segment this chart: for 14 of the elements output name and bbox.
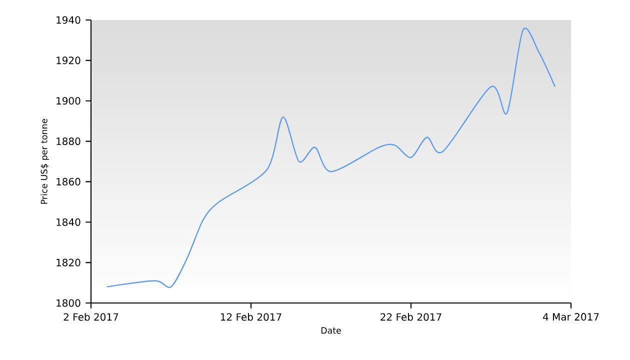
y-tick-label: 1800 <box>56 299 80 307</box>
y-tick-label: 1860 <box>56 178 80 186</box>
y-tick-label: 1840 <box>56 218 80 226</box>
y-tick-label: 1820 <box>56 258 80 266</box>
x-tick-label: 12 Feb 2017 <box>220 313 282 321</box>
y-tick-label: 1920 <box>56 56 80 64</box>
x-tick-label: 2 Feb 2017 <box>64 313 118 321</box>
x-tick-label: 22 Feb 2017 <box>380 313 442 321</box>
y-tick-label: 1940 <box>56 16 80 24</box>
y-axis-title: Price US$ per tonne <box>40 118 50 204</box>
x-axis-title: Date <box>322 327 341 334</box>
x-tick-label: 4 Mar 2017 <box>542 313 599 321</box>
y-tick-label: 1900 <box>56 97 80 105</box>
y-tick-label: 1880 <box>56 138 80 146</box>
